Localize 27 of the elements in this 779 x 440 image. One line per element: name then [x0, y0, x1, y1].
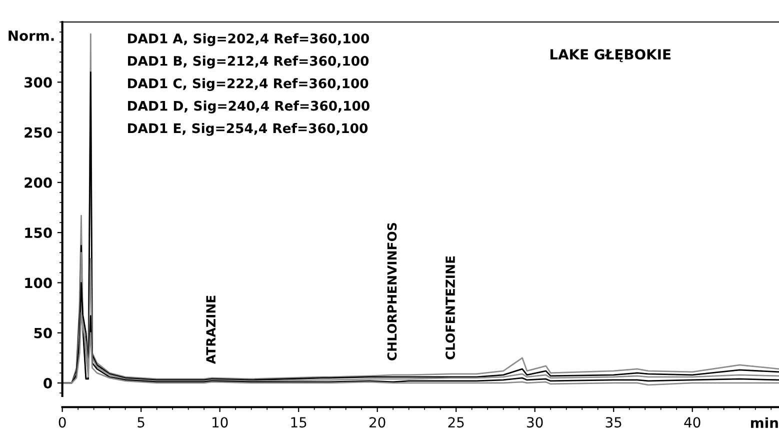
annotation: CLOFENTEZINE	[446, 256, 455, 360]
annotation: DAD1 D, Sig=240,4 Ref=360,100	[128, 100, 370, 114]
x-tick-label: 10	[212, 417, 228, 428]
x-tick-label: 40	[684, 417, 700, 428]
annotation: DAD1 B, Sig=212,4 Ref=360,100	[128, 56, 369, 69]
y-tick-label: 200	[24, 177, 52, 188]
x-tick-label: 5	[138, 417, 144, 428]
annotation: CHLORPHENVINFOS	[387, 222, 397, 360]
y-tick-label: 150	[25, 228, 52, 238]
y-axis-title: Norm.	[8, 30, 54, 41]
y-tick-label: 250	[24, 127, 52, 138]
y-tick-label: 0	[44, 378, 52, 388]
x-tick-label: 30	[527, 417, 543, 428]
y-tick-label: 100	[25, 278, 52, 288]
annotation: DAD1 C, Sig=222,4 Ref=360,100	[128, 78, 368, 91]
annotation: DAD1 A, Sig=202,4 Ref=360,100	[128, 33, 369, 46]
text: LAKE GŁĘBOKIE	[550, 49, 670, 62]
x-axis-title: min	[751, 417, 778, 428]
x-tick-label: 20	[370, 417, 386, 428]
x-tick-label: 25	[448, 417, 464, 428]
x-tick-label: 35	[606, 417, 622, 428]
annotation: DAD1 E, Sig=254,4 Ref=360,100	[128, 122, 368, 136]
y-tick-label: 50	[34, 328, 52, 338]
x-tick-label: 15	[291, 417, 306, 428]
annotation: ATRAZINE	[206, 296, 216, 364]
y-tick-label: 300	[24, 77, 52, 88]
x-tick-label: 0	[58, 417, 66, 428]
